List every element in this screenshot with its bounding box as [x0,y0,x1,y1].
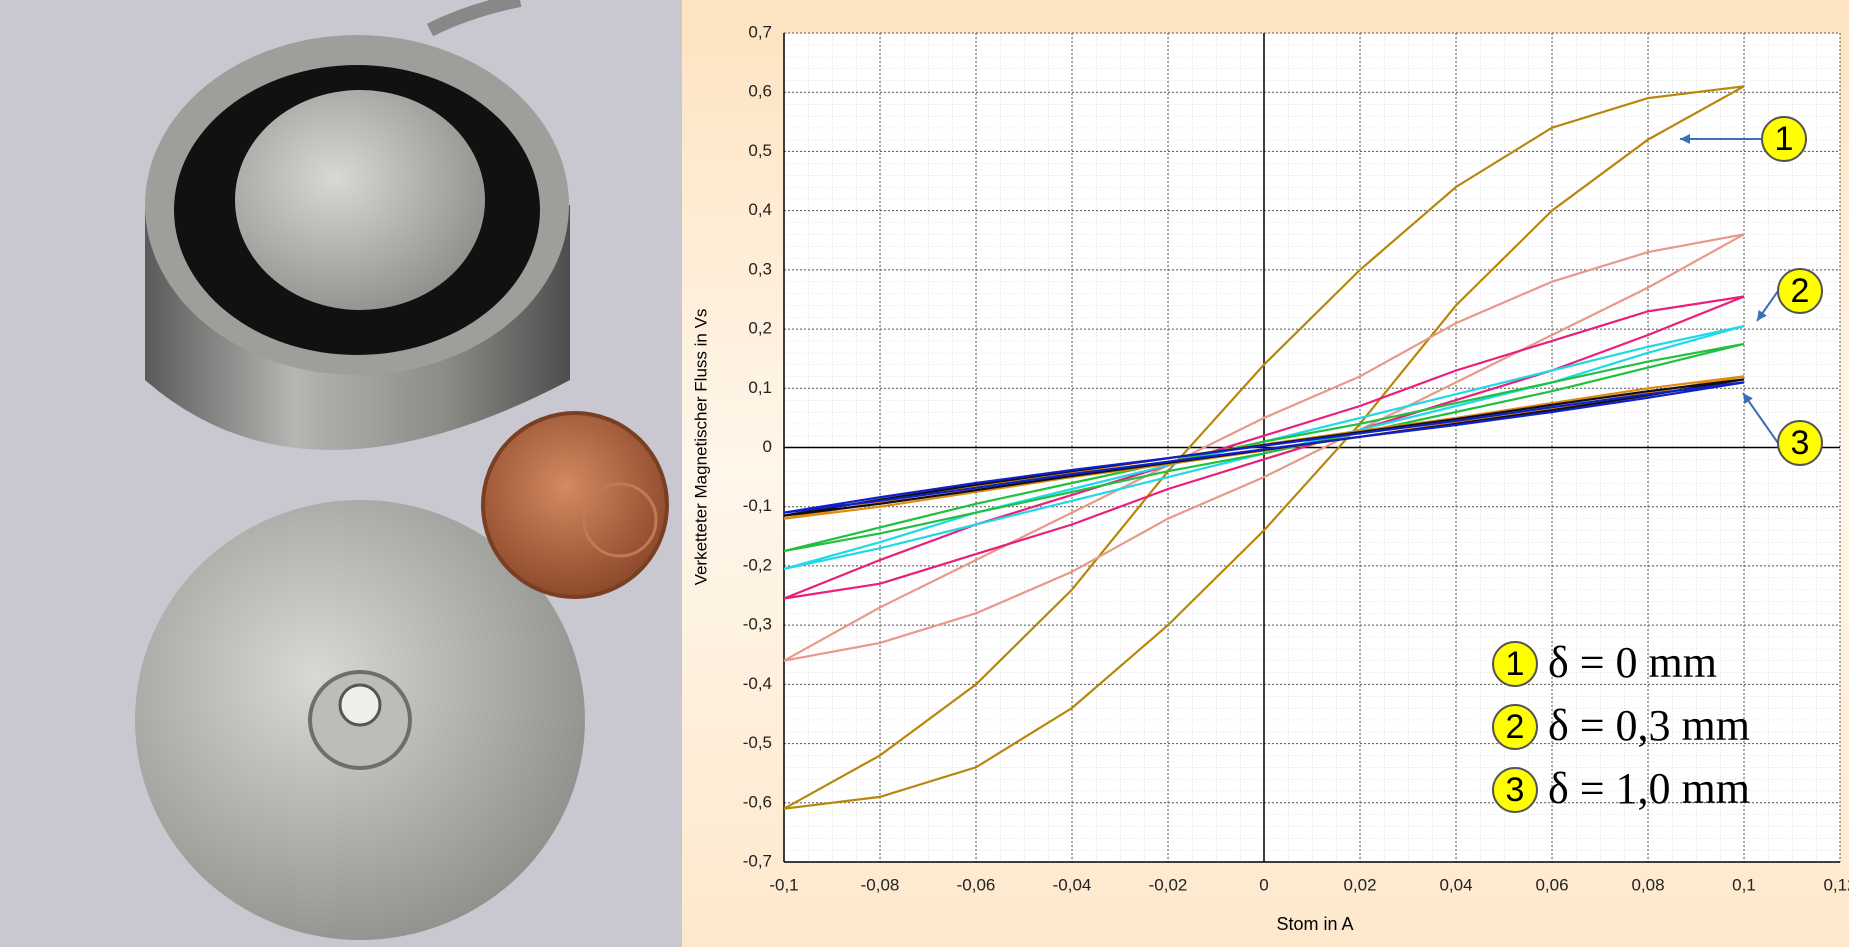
x-tick-label: -0,1 [769,875,798,894]
legend-text: δ = 0,3 mm [1548,701,1750,750]
series-line [783,342,1745,553]
y-tick-label: -0,6 [743,792,772,811]
arrow-head [1680,134,1690,144]
y-tick-label: 0,5 [748,141,772,160]
x-tick-label: 0,12 [1823,875,1849,894]
y-axis-label: Verketteter Magnetischer Fluss in Vs [691,309,710,586]
series-line [783,85,1745,810]
legend-text: δ = 1,0 mm [1548,764,1750,813]
y-tick-label: -0,5 [743,733,772,752]
y-tick-label: 0,1 [748,378,772,397]
photo [0,0,682,947]
x-tick-label: 0,08 [1631,875,1664,894]
y-tick-label: -0,7 [743,851,772,870]
badge [1777,420,1823,466]
x-tick-label: -0,08 [861,875,900,894]
x-tick-label: -0,04 [1053,875,1092,894]
badge-label: 1 [1506,645,1525,683]
series-line [783,381,1745,514]
badge [1492,767,1538,813]
badge [1492,641,1538,687]
x-axis-label: Stom in A [1276,914,1353,934]
series-line [783,325,1745,570]
y-tick-label: 0,6 [748,82,772,101]
legend-text: δ = 0 mm [1548,638,1717,687]
series-line [783,233,1745,662]
badge-label: 2 [1791,272,1810,310]
y-tick-label: -0,4 [743,674,772,693]
badge-label: 3 [1506,771,1525,809]
x-tick-label: 0,02 [1343,875,1376,894]
badge-label: 1 [1775,120,1794,158]
badge-label: 2 [1506,708,1525,746]
y-tick-label: -0,3 [743,615,772,634]
callout-arrow [1742,392,1779,444]
badge [1492,704,1538,750]
y-tick-label: 0,4 [748,200,772,219]
arrow-head [1743,393,1753,405]
y-tick-label: 0,7 [748,22,772,41]
y-tick-label: -0,1 [743,496,772,515]
badge [1761,116,1807,162]
y-tick-label: 0,3 [748,259,772,278]
y-tick-label: 0 [763,437,772,456]
x-tick-label: 0,06 [1535,875,1568,894]
x-tick-label: 0,1 [1732,875,1756,894]
y-tick-label: 0,2 [748,319,772,338]
arrow-head [1757,309,1767,321]
x-tick-label: -0,06 [957,875,996,894]
y-tick-label: -0,2 [743,555,772,574]
x-tick-label: -0,02 [1149,875,1188,894]
badge [1777,268,1823,314]
badge-label: 3 [1791,424,1810,462]
x-tick-label: 0,04 [1439,875,1472,894]
x-tick-label: 0 [1259,875,1268,894]
